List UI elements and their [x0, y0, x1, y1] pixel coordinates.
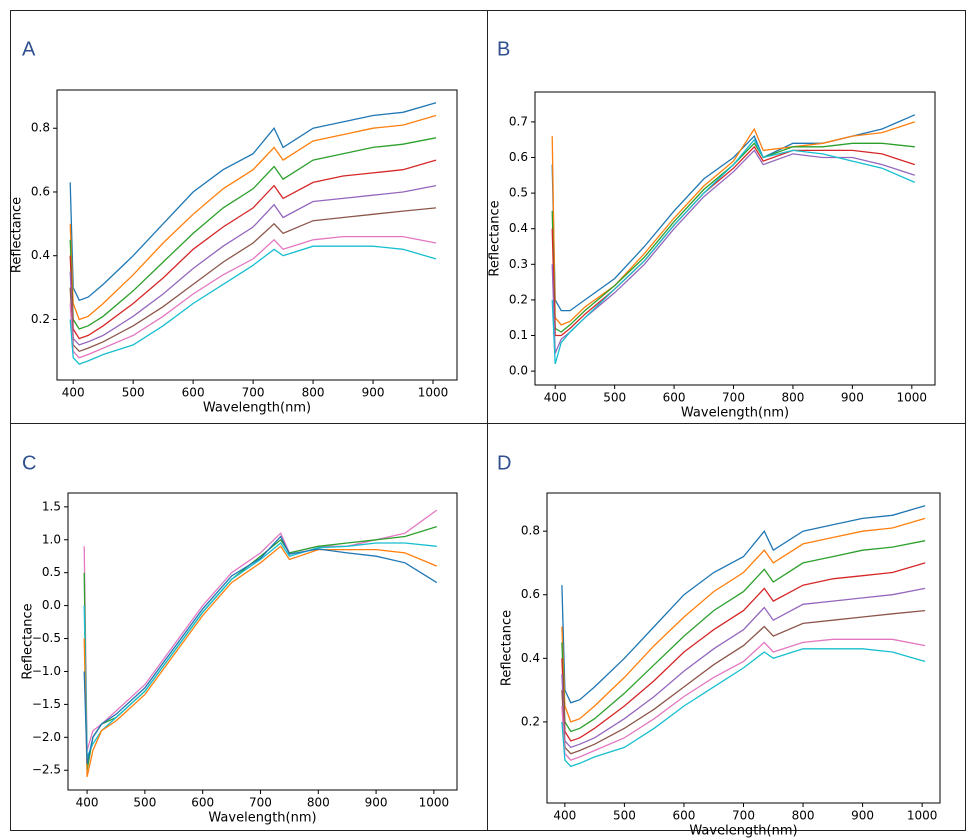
y-tick-label: 0.6: [521, 587, 540, 601]
x-tick-label: 900: [841, 391, 864, 405]
spectrum-line: [561, 517, 926, 723]
x-axis-title: Wavelength(nm): [681, 406, 789, 421]
x-tick-label: 500: [603, 391, 626, 405]
spectrum-line: [69, 137, 437, 330]
y-tick-label: 0.4: [509, 221, 528, 235]
y-tick-label: 0.4: [521, 651, 540, 665]
y-tick-label: 1.0: [42, 532, 61, 546]
x-tick-label: 600: [182, 386, 205, 400]
y-tick-label: 0.7: [509, 114, 528, 128]
y-tick-label: −1.0: [32, 664, 61, 678]
y-axis-title: Reflectance: [10, 197, 25, 273]
spectrum-line: [69, 207, 437, 353]
x-axis-title: Wavelength(nm): [689, 824, 797, 838]
plot-frame: [67, 492, 458, 791]
spectrum-line: [83, 542, 437, 758]
x-tick-label: 800: [302, 386, 325, 400]
spectrum-line: [561, 505, 926, 704]
x-tick-label: 400: [544, 391, 567, 405]
y-tick-label: 0.8: [31, 121, 50, 135]
spectrum-line: [551, 142, 915, 333]
x-tick-label: 600: [673, 809, 696, 823]
x-tick-label: 700: [732, 809, 755, 823]
y-tick-label: 0.6: [509, 150, 528, 164]
plot-frame: [546, 492, 941, 804]
spectrum-line: [69, 114, 437, 321]
x-tick-label: 500: [122, 386, 145, 400]
y-tick-label: 1.5: [42, 499, 61, 513]
spectrum-line: [561, 638, 926, 761]
x-tick-label: 900: [365, 796, 388, 810]
x-tick-label: 400: [62, 386, 85, 400]
y-tick-label: 0.5: [42, 565, 61, 579]
x-tick-label: 600: [663, 391, 686, 405]
x-tick-label: 800: [781, 391, 804, 405]
plot-frame: [534, 91, 936, 386]
y-tick-label: 0.2: [509, 292, 528, 306]
spectrum-line: [561, 609, 926, 755]
spectrum-line: [83, 535, 438, 764]
spectrum-line: [69, 245, 437, 365]
y-tick-label: 0.2: [521, 714, 540, 728]
x-tick-label: 1000: [418, 386, 449, 400]
y-tick-label: −2.5: [32, 763, 61, 777]
x-tick-label: 400: [553, 809, 576, 823]
y-tick-label: 0.0: [509, 364, 528, 378]
spectrum-line: [69, 184, 437, 346]
y-tick-label: 0.6: [31, 184, 50, 198]
y-axis-title: Reflectance: [21, 603, 36, 679]
x-tick-label: 500: [613, 809, 636, 823]
x-tick-label: 1000: [419, 796, 450, 810]
x-tick-label: 400: [76, 796, 99, 810]
y-tick-label: 0.0: [42, 598, 61, 612]
spectrum-line: [69, 159, 437, 340]
x-tick-label: 900: [362, 386, 385, 400]
y-tick-label: 0.1: [509, 328, 528, 342]
spectrum-line: [551, 149, 916, 354]
y-axis-title: Reflectance: [488, 200, 503, 276]
x-tick-label: 800: [792, 809, 815, 823]
spectrum-line: [551, 145, 916, 337]
x-tick-label: 500: [133, 796, 156, 810]
y-tick-label: 0.5: [509, 186, 528, 200]
x-tick-label: 700: [242, 386, 265, 400]
x-tick-label: 700: [722, 391, 745, 405]
panel-letter: C: [22, 452, 36, 474]
x-tick-label: 900: [851, 809, 874, 823]
x-tick-label: 600: [191, 796, 214, 810]
x-tick-label: 700: [249, 796, 272, 810]
x-tick-label: 1000: [897, 391, 928, 405]
spectrum-line: [69, 102, 437, 302]
panel-letter: B: [497, 38, 510, 60]
spectrum-line: [551, 138, 916, 365]
spectrum-line: [561, 648, 926, 768]
spectrum-line: [561, 587, 926, 749]
spectrum-line: [561, 562, 926, 742]
plot-frame: [56, 89, 458, 381]
x-axis-title: Wavelength(nm): [208, 811, 316, 826]
spectrum-line: [69, 235, 437, 359]
y-tick-label: 0.3: [509, 257, 528, 271]
y-axis-title: Reflectance: [500, 610, 515, 686]
spectrum-line: [83, 545, 438, 777]
spectrum-line: [551, 114, 916, 312]
y-tick-label: −1.5: [32, 697, 61, 711]
x-tick-label: 800: [307, 796, 330, 810]
spectrum-line: [551, 121, 916, 326]
y-tick-label: 0.8: [521, 524, 540, 538]
panel-letter: D: [497, 452, 511, 474]
spectrum-line: [83, 509, 438, 751]
x-tick-label: 1000: [907, 809, 938, 823]
y-tick-label: 0.4: [31, 248, 50, 262]
spectrum-line: [561, 540, 926, 733]
panel-letter: A: [22, 38, 36, 60]
y-tick-label: 0.2: [31, 312, 50, 326]
x-axis-title: Wavelength(nm): [203, 401, 311, 416]
y-tick-label: −2.0: [32, 730, 61, 744]
y-tick-label: −0.5: [32, 631, 61, 645]
